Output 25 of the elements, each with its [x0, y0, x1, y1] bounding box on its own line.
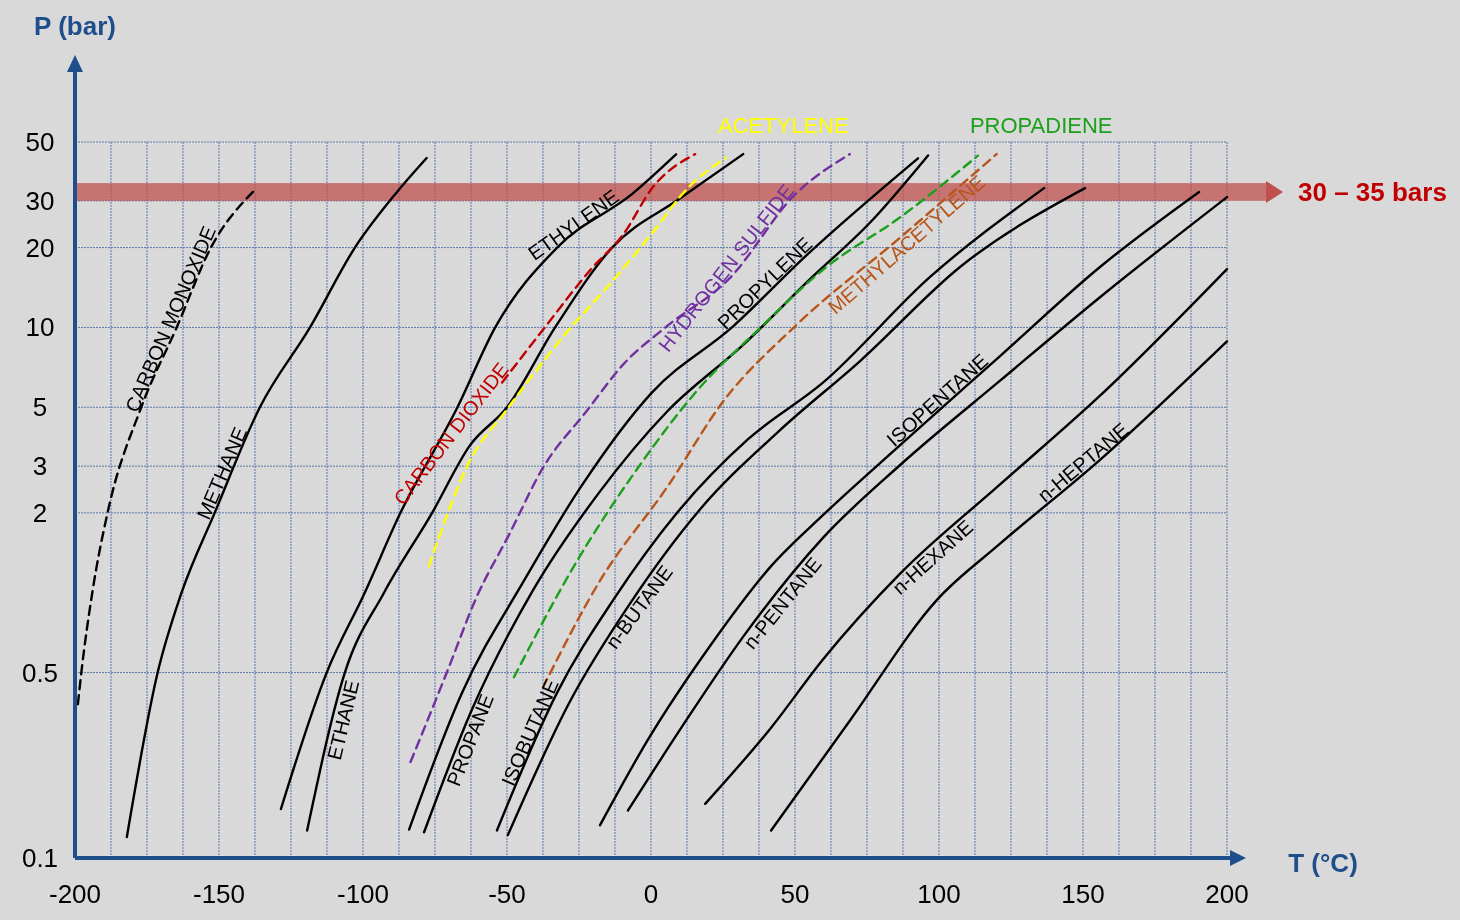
band-label: 30 – 35 bars: [1298, 176, 1447, 207]
x-tick-label: -50: [488, 879, 526, 909]
y-tick-label: 3: [32, 451, 48, 482]
x-tick-label: 150: [1061, 879, 1105, 909]
series-label: PROPADIENE: [969, 113, 1113, 138]
x-axis-title: T (°C): [1288, 848, 1358, 878]
x-tick-label: 50: [780, 879, 810, 909]
y-tick-label: 5: [32, 392, 48, 423]
y-tick-label: 2: [32, 497, 48, 528]
x-tick-label: -150: [192, 879, 246, 909]
y-tick-label: 0.5: [21, 657, 59, 688]
series-label: ACETYLENE: [717, 113, 849, 138]
x-tick-label: -100: [336, 879, 390, 909]
x-tick-label: 0: [643, 879, 659, 909]
x-tick-label: 200: [1205, 879, 1249, 909]
y-tick-label: 20: [25, 232, 55, 263]
x-tick-label: 100: [917, 879, 961, 909]
text: ETHANE: [323, 677, 364, 763]
y-tick-label: 0.1: [21, 843, 59, 873]
y-axis-title: P (bar): [34, 11, 116, 41]
x-tick-label: -200: [48, 879, 102, 909]
y-tick-label: 50: [25, 127, 55, 157]
y-tick-label: 10: [25, 312, 55, 343]
line-series: [76, 188, 257, 706]
y-tick-label: 30: [25, 185, 55, 216]
